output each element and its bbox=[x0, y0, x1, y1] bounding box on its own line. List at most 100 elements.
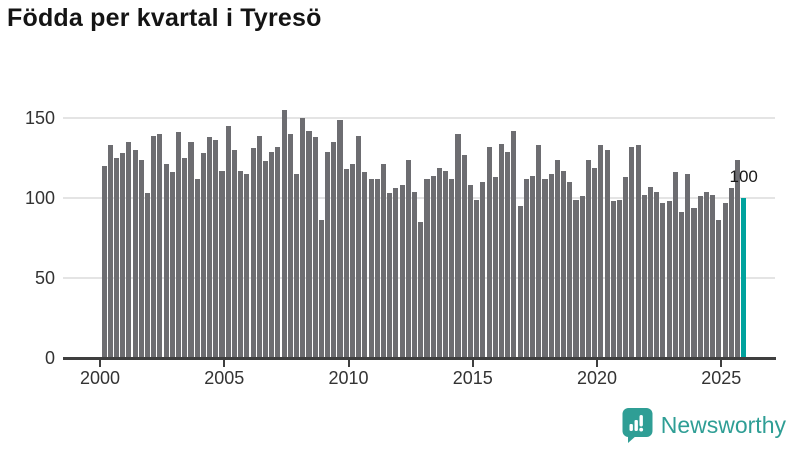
bar bbox=[163, 164, 169, 358]
gridline-150 bbox=[63, 117, 775, 119]
bar bbox=[474, 199, 480, 358]
bar bbox=[703, 191, 709, 358]
bar bbox=[362, 172, 368, 358]
y-axis-tick-label: 150 bbox=[24, 108, 55, 128]
bar bbox=[623, 177, 629, 358]
bar bbox=[592, 167, 598, 358]
births-per-quarter-chart: Födda per kvartal i Tyresö 0 50 100 150 200… bbox=[7, 4, 776, 388]
newsworthy-logo[interactable]: Newsworthy bbox=[622, 406, 786, 444]
bar bbox=[505, 151, 511, 358]
bar bbox=[412, 191, 418, 358]
bar bbox=[548, 174, 554, 358]
x-axis-tick bbox=[223, 360, 226, 367]
bar bbox=[604, 150, 610, 358]
bar bbox=[113, 158, 119, 358]
bar bbox=[182, 158, 188, 358]
x-axis-line bbox=[63, 357, 776, 360]
bar bbox=[498, 143, 505, 358]
bar bbox=[467, 185, 473, 358]
bar bbox=[337, 119, 343, 358]
bar bbox=[418, 222, 424, 358]
bar bbox=[480, 182, 486, 358]
bar bbox=[486, 146, 492, 358]
bar bbox=[213, 140, 219, 358]
bar bbox=[573, 199, 579, 358]
x-axis-tick-label: 2000 bbox=[79, 368, 121, 388]
bar bbox=[461, 154, 467, 358]
bar bbox=[132, 150, 138, 358]
bar bbox=[579, 196, 585, 358]
bar bbox=[722, 202, 728, 358]
bar bbox=[536, 145, 542, 358]
newsworthy-wordmark: Newsworthy bbox=[660, 411, 786, 438]
bar bbox=[561, 170, 567, 358]
bar bbox=[294, 174, 300, 358]
x-axis-tick bbox=[471, 360, 474, 367]
bar bbox=[666, 201, 672, 358]
bar bbox=[691, 207, 697, 358]
bar bbox=[567, 182, 573, 358]
bar bbox=[610, 201, 616, 358]
bar bbox=[647, 186, 654, 358]
bar bbox=[238, 170, 244, 358]
bar bbox=[169, 172, 175, 358]
bar bbox=[325, 151, 331, 358]
y-axis-tick-label: 0 bbox=[44, 348, 55, 368]
bar bbox=[269, 151, 275, 358]
bar bbox=[430, 175, 436, 358]
bar bbox=[685, 174, 691, 358]
bar bbox=[443, 170, 449, 358]
bar bbox=[728, 188, 734, 358]
bar bbox=[616, 199, 623, 358]
bar bbox=[219, 170, 225, 358]
bar bbox=[225, 126, 231, 358]
bar bbox=[101, 166, 107, 358]
bar bbox=[374, 178, 380, 358]
newsworthy-chart-bubble-icon bbox=[622, 408, 653, 443]
bar bbox=[635, 145, 641, 358]
plot-area bbox=[63, 110, 775, 358]
highlighted-bar bbox=[741, 198, 747, 358]
bar bbox=[598, 145, 604, 358]
x-axis-tick-label: 2010 bbox=[328, 368, 369, 388]
bar bbox=[387, 193, 393, 358]
bar bbox=[306, 130, 312, 358]
bar bbox=[126, 142, 132, 358]
bar bbox=[231, 150, 237, 358]
bar bbox=[207, 137, 213, 358]
bar bbox=[436, 167, 442, 358]
bar bbox=[120, 153, 126, 358]
bar bbox=[424, 178, 430, 358]
bar bbox=[641, 194, 647, 358]
bar bbox=[343, 169, 349, 358]
bar bbox=[287, 134, 293, 358]
gridline-100 bbox=[63, 197, 775, 199]
bar bbox=[244, 174, 250, 358]
bar bbox=[157, 134, 163, 358]
bar bbox=[281, 110, 287, 358]
bar bbox=[312, 137, 318, 358]
y-axis-tick-label: 50 bbox=[34, 268, 55, 288]
bar bbox=[368, 178, 374, 358]
bar bbox=[554, 159, 560, 358]
bar bbox=[399, 185, 405, 358]
bar bbox=[492, 177, 498, 358]
bar bbox=[523, 178, 529, 358]
bar bbox=[380, 164, 387, 358]
bar bbox=[455, 134, 461, 358]
bar bbox=[660, 202, 666, 358]
bar bbox=[654, 191, 660, 358]
bar bbox=[449, 178, 455, 358]
x-axis-tick bbox=[720, 360, 723, 367]
bar bbox=[194, 178, 200, 358]
x-axis-tick-label: 2015 bbox=[452, 368, 493, 388]
page-title: Födda per kvartal i Tyresö bbox=[7, 4, 322, 32]
x-axis-tick bbox=[99, 360, 101, 367]
x-axis-tick-label: 2005 bbox=[204, 368, 245, 388]
bar bbox=[107, 145, 113, 358]
x-axis-tick-label: 2020 bbox=[576, 368, 618, 388]
bar bbox=[511, 130, 517, 358]
bar bbox=[716, 220, 722, 358]
bar bbox=[697, 196, 703, 358]
bar bbox=[517, 206, 523, 358]
